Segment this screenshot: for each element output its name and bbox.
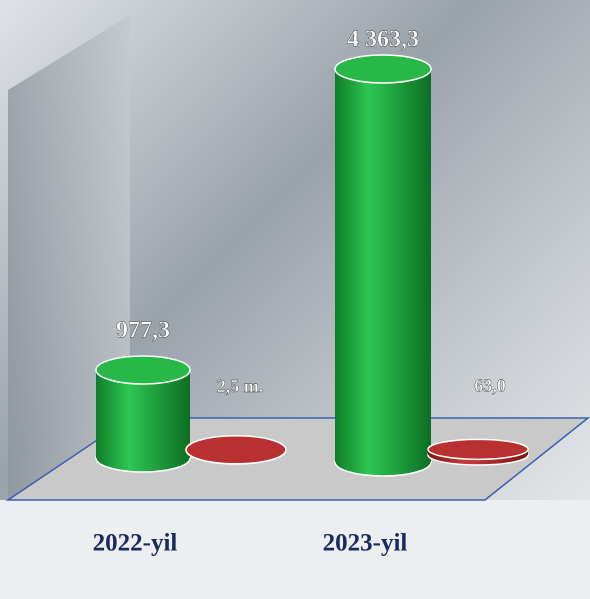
cylinder-top <box>95 355 191 385</box>
cylinder-top <box>427 438 529 461</box>
value-label: 2,5 m. <box>217 376 264 396</box>
cylinder-top <box>334 54 432 84</box>
cylinder-body <box>335 69 431 462</box>
value-label: 4 363,3 <box>347 27 419 53</box>
x-tick-label: 2022-yil <box>93 530 178 557</box>
plot-area: 2022-yil 2023-yil 977,3 4 363,3 2,5 m. 63,0 <box>93 26 529 557</box>
lower-panel <box>0 500 590 599</box>
cylinder <box>95 355 191 473</box>
value-label: 977,3 <box>116 317 170 343</box>
x-tick-label: 2023-yil <box>323 530 408 557</box>
cylinder-top <box>185 435 287 465</box>
cylinder <box>185 435 287 465</box>
cylinder <box>427 438 529 466</box>
cylinder <box>334 54 432 477</box>
value-label: 63,0 <box>474 375 506 395</box>
